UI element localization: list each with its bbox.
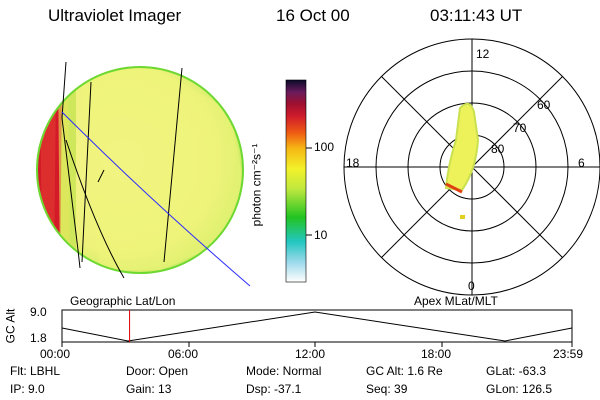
alt-tick-9: 9.0 bbox=[30, 305, 47, 319]
altitude-plot bbox=[61, 309, 573, 347]
status-flt: Flt: LBHL bbox=[10, 364, 61, 378]
mlt-label-18: 18 bbox=[346, 156, 360, 170]
time-tick-0000: 00:00 bbox=[40, 347, 71, 361]
colorbar-tick-100: 100 bbox=[314, 140, 335, 154]
status-gc-alt: GC Alt: 1.6 Re bbox=[366, 364, 443, 378]
status-glat: GLat: -63.3 bbox=[486, 364, 547, 378]
earth-image bbox=[36, 66, 244, 274]
time-tick-0600: 06:00 bbox=[168, 347, 199, 361]
time-tick-2359: 23:59 bbox=[553, 347, 584, 361]
status-ip: IP: 9.0 bbox=[10, 382, 45, 396]
colorbar-tick-10: 10 bbox=[314, 228, 328, 242]
mlat-label-60: 60 bbox=[537, 98, 551, 112]
map-grid-lines bbox=[61, 61, 251, 287]
app-title: Ultraviolet Imager bbox=[48, 6, 182, 25]
apex-label: Apex MLat/MLT bbox=[414, 294, 498, 308]
mlt-label-6: 6 bbox=[578, 156, 585, 170]
status-seq: Seq: 39 bbox=[366, 382, 408, 396]
date-display: 16 Oct 00 bbox=[276, 6, 350, 25]
colorbar bbox=[285, 79, 312, 283]
status-dsp: Dsp: -37.1 bbox=[246, 382, 302, 396]
status-glon: GLon: 126.5 bbox=[486, 382, 553, 396]
geographic-label: Geographic Lat/Lon bbox=[70, 294, 176, 308]
status-door: Door: Open bbox=[126, 364, 189, 378]
time-tick-1200: 12:00 bbox=[295, 347, 326, 361]
time-tick-1800: 18:00 bbox=[421, 347, 452, 361]
alt-tick-1.8: 1.8 bbox=[30, 331, 47, 345]
gc-alt-axis-label: GC Alt bbox=[3, 308, 18, 344]
auroral-oval bbox=[444, 102, 480, 219]
mlt-label-0: 0 bbox=[468, 279, 475, 293]
colorbar-unit-label: photon cm⁻²s⁻¹ bbox=[249, 143, 264, 227]
mlt-label-12: 12 bbox=[476, 47, 490, 61]
time-display: 03:11:43 UT bbox=[430, 6, 523, 25]
mlat-label-70: 70 bbox=[513, 121, 527, 135]
status-gain: Gain: 13 bbox=[126, 382, 172, 396]
altitude-curve bbox=[61, 311, 573, 342]
mlat-label-80: 80 bbox=[491, 142, 505, 156]
status-mode: Mode: Normal bbox=[246, 364, 322, 378]
